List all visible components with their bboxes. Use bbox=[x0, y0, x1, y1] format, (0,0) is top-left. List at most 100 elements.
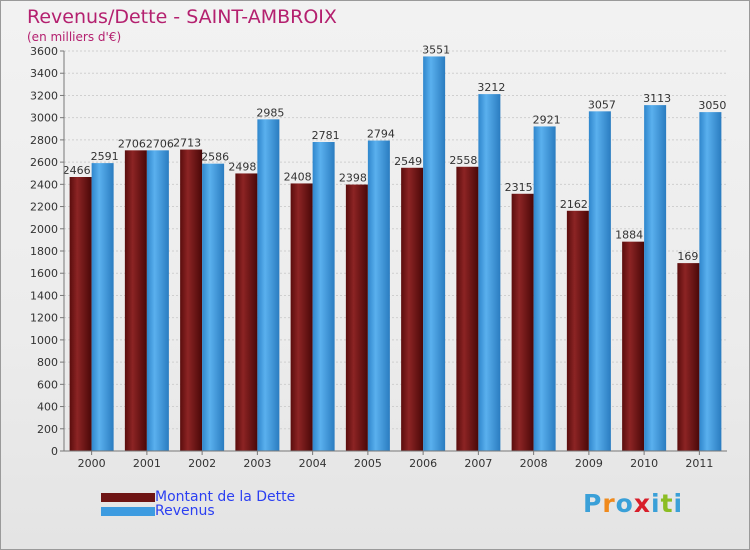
debt-bar bbox=[401, 167, 424, 451]
chart-title: Revenus/Dette - SAINT-AMBROIX bbox=[27, 6, 337, 28]
x-tick-label: 2005 bbox=[354, 457, 382, 470]
x-axis-ticks: 2000 2001 2002 2003 2004 2005 2006 2007 2008 2009… bbox=[78, 451, 713, 470]
debt-value-label: 2713 bbox=[173, 137, 201, 150]
y-tick-label: 1400 bbox=[30, 289, 58, 302]
debt-bar bbox=[235, 173, 258, 451]
logo-letter: o bbox=[615, 489, 634, 518]
revenus-bar bbox=[644, 105, 667, 451]
x-tick-label: 2007 bbox=[464, 457, 492, 470]
debt-value-label: 2315 bbox=[505, 181, 533, 194]
chart-subtitle: (en milliers d'€) bbox=[27, 30, 122, 44]
y-tick-label: 200 bbox=[37, 423, 58, 436]
revenus-bar bbox=[312, 142, 335, 451]
y-tick-label: 2400 bbox=[30, 178, 58, 191]
revenus-value-label: 2921 bbox=[533, 113, 561, 126]
revenus-value-label: 3113 bbox=[643, 92, 671, 105]
logo-letter: x bbox=[633, 489, 651, 518]
y-tick-label: 1000 bbox=[30, 334, 58, 347]
x-tick-label: 2004 bbox=[299, 457, 327, 470]
legend-label-revenus: Revenus bbox=[155, 503, 215, 519]
logo-letter: i bbox=[651, 489, 661, 518]
legend-swatch-revenus bbox=[101, 506, 155, 516]
y-tick-label: 0 bbox=[51, 445, 58, 458]
revenus-value-label: 2985 bbox=[256, 106, 284, 119]
y-tick-label: 400 bbox=[37, 401, 58, 414]
y-tick-label: 1200 bbox=[30, 312, 58, 325]
revenus-value-label: 2794 bbox=[367, 128, 395, 141]
logo-letter: i bbox=[673, 489, 684, 518]
debt-bar bbox=[345, 184, 368, 452]
revenus-bar bbox=[588, 111, 611, 451]
x-tick-label: 2000 bbox=[78, 457, 106, 470]
revenus-bar bbox=[478, 94, 501, 451]
debt-bar bbox=[180, 149, 203, 452]
logo-letter: P bbox=[583, 489, 603, 518]
debt-bar bbox=[511, 193, 534, 451]
revenus-value-label: 3057 bbox=[588, 98, 616, 111]
y-tick-label: 1600 bbox=[30, 267, 58, 280]
revenus-bar bbox=[367, 140, 390, 452]
logo-letter: r bbox=[602, 489, 616, 518]
y-tick-label: 3600 bbox=[30, 45, 58, 58]
revenus-bar bbox=[699, 112, 722, 451]
debt-value-label: 2408 bbox=[284, 170, 312, 183]
revenus-value-label: 2586 bbox=[201, 151, 229, 164]
revenus-bar bbox=[91, 163, 114, 451]
x-tick-label: 2001 bbox=[133, 457, 161, 470]
y-tick-label: 3200 bbox=[30, 89, 58, 102]
debt-bar bbox=[566, 210, 589, 451]
debt-bar bbox=[456, 166, 479, 451]
y-tick-label: 2800 bbox=[30, 134, 58, 147]
grid-lines bbox=[64, 50, 727, 430]
x-tick-label: 2010 bbox=[630, 457, 658, 470]
revenus-value-label: 3212 bbox=[477, 81, 505, 94]
y-tick-label: 800 bbox=[37, 356, 58, 369]
y-tick-label: 2200 bbox=[30, 201, 58, 214]
revenus-bar bbox=[202, 163, 225, 451]
debt-value-label: 2549 bbox=[394, 155, 422, 168]
revenus-value-label: 3050 bbox=[698, 99, 726, 112]
y-tick-label: 2600 bbox=[30, 156, 58, 169]
debt-value-label: 2398 bbox=[339, 172, 367, 185]
revenus-value-label: 2591 bbox=[91, 150, 119, 163]
x-tick-label: 2009 bbox=[575, 457, 603, 470]
x-tick-label: 2003 bbox=[243, 457, 271, 470]
revenus-value-label: 2781 bbox=[312, 129, 340, 142]
debt-bar bbox=[677, 263, 700, 451]
debt-bar bbox=[124, 150, 147, 452]
legend-item-debt: Montant de la Dette bbox=[101, 489, 296, 505]
revenus-value-label: 3551 bbox=[422, 43, 450, 56]
y-tick-label: 2000 bbox=[30, 223, 58, 236]
proxiti-logo: Proxiti bbox=[583, 489, 683, 518]
y-tick-label: 1800 bbox=[30, 245, 58, 258]
debt-value-label: 2162 bbox=[560, 198, 588, 211]
revenus-value-label: 2706 bbox=[146, 137, 174, 150]
legend-swatch-debt bbox=[101, 492, 155, 502]
debt-value-label: 1884 bbox=[615, 229, 643, 242]
y-axis-ticks: 0 200 400 600 800 1000 1200 1400 1600 1800 2000 220… bbox=[30, 45, 64, 458]
logo-letter: t bbox=[660, 489, 674, 518]
debt-bar bbox=[622, 241, 645, 451]
debt-bar bbox=[290, 183, 313, 451]
debt-value-label: 2558 bbox=[449, 154, 477, 167]
x-tick-label: 2008 bbox=[520, 457, 548, 470]
y-tick-label: 3000 bbox=[30, 112, 58, 125]
bars bbox=[69, 56, 722, 452]
debt-value-label: 169 bbox=[677, 250, 698, 263]
debt-value-label: 2498 bbox=[228, 160, 256, 173]
legend-label-debt: Montant de la Dette bbox=[155, 489, 296, 505]
y-tick-label: 3400 bbox=[30, 67, 58, 80]
revenus-bar bbox=[423, 56, 446, 451]
debt-value-label: 2706 bbox=[118, 137, 146, 150]
debt-bar bbox=[69, 177, 92, 451]
x-tick-label: 2002 bbox=[188, 457, 216, 470]
revenus-bar bbox=[146, 150, 169, 452]
legend-item-revenus: Revenus bbox=[101, 503, 215, 519]
axes bbox=[63, 51, 727, 452]
x-tick-label: 2006 bbox=[409, 457, 437, 470]
y-tick-label: 600 bbox=[37, 378, 58, 391]
revenus-bar bbox=[257, 119, 280, 451]
